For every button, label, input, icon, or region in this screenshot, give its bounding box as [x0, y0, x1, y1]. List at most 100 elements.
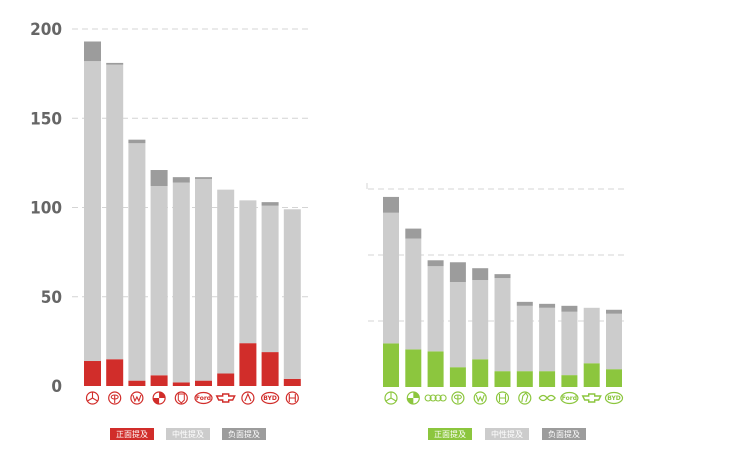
bar-neutral: [606, 313, 622, 370]
bar-positive: [84, 361, 101, 386]
bar-negative: [106, 62, 124, 65]
bmw-logo-quarter: [159, 392, 166, 398]
bmw-logo: [406, 391, 420, 405]
byd-logo-text: BYD: [607, 395, 621, 402]
bar-negative: [494, 274, 511, 279]
honda-logo-outline: [495, 391, 510, 405]
ford-logo: Ford: [560, 391, 579, 405]
bar-neutral: [150, 186, 168, 376]
bar-negative: [539, 303, 556, 308]
bar-negative: [449, 262, 466, 283]
geely-logo-outline: [241, 391, 255, 405]
right-chart: Ford BYD 正面提及 中性提及 负面提及: [366, 183, 626, 440]
y-tick-label: 100: [30, 199, 62, 219]
bar-positive: [539, 371, 556, 387]
bar-positive: [172, 382, 190, 386]
y-tick-label: 50: [41, 288, 62, 308]
legend-swatch: [542, 428, 586, 440]
legend-label: 正面提及: [116, 429, 148, 439]
bar-negative: [128, 139, 146, 144]
honda-logo-outline: [285, 391, 299, 405]
bar-negative: [606, 309, 622, 314]
mercedes-benz-logo: [85, 391, 100, 405]
bmw-logo-quarter: [407, 398, 414, 404]
mercedes-benz-logo: [384, 391, 398, 405]
chery-logo-mark: [538, 394, 556, 402]
left-chart: 0 50 100 150 200 Ford BYD 正面提及 中性提及 负面提及: [30, 20, 312, 440]
legend-swatch: [485, 428, 529, 440]
audi-logo-ring: [434, 394, 442, 402]
bar-positive: [427, 351, 444, 387]
bar-positive: [195, 380, 212, 386]
bar-positive: [606, 369, 622, 387]
volkswagen-logo-mark: [132, 394, 142, 403]
volkswagen-logo: [473, 391, 487, 405]
bar-positive: [106, 359, 124, 386]
volkswagen-logo-mark: [475, 394, 485, 403]
chevrolet-logo: [215, 393, 236, 403]
audi-logo-ring: [429, 394, 437, 402]
bar-positive: [583, 363, 600, 387]
bar-positive: [283, 378, 301, 386]
legend-label: 正面提及: [434, 429, 466, 439]
bar-positive: [128, 380, 146, 386]
toyota-logo: [451, 391, 465, 405]
bar-neutral: [128, 143, 146, 381]
chevrolet-logo: [581, 393, 602, 403]
bar-positive: [261, 352, 279, 386]
honda-logo: [285, 391, 299, 405]
bar-negative: [150, 170, 168, 187]
bar-neutral: [283, 209, 301, 379]
ford-logo-outline: [560, 391, 579, 405]
bar-neutral: [217, 189, 235, 374]
peugeot-logo-outline: [518, 391, 532, 405]
bmw-logo: [152, 391, 166, 405]
bar-positive: [449, 367, 466, 387]
chery-logo: [538, 394, 556, 402]
byd-logo-outline: [261, 391, 280, 405]
bar-negative: [84, 41, 101, 62]
bar-positive: [239, 343, 257, 386]
honda-logo-mark: [288, 394, 296, 402]
bar-positive: [217, 373, 235, 386]
honda-logo: [495, 391, 510, 405]
bar-neutral: [583, 307, 600, 364]
bar-negative: [195, 177, 212, 179]
volkswagen-logo: [130, 391, 144, 405]
bar-negative: [561, 305, 578, 312]
bar-negative: [383, 196, 399, 213]
audi-logo-ring: [424, 394, 432, 402]
bar-positive: [561, 375, 578, 387]
legend-label: 负面提及: [548, 429, 580, 439]
audi-logo-ring: [439, 394, 447, 402]
ford-logo-text: Ford: [562, 395, 577, 402]
legend-swatch: [222, 428, 266, 440]
ford-logo-outline: [194, 391, 213, 405]
volkswagen-logo-outline: [473, 391, 487, 405]
peugeot-logo: [518, 391, 532, 405]
bar-neutral: [261, 205, 279, 353]
bar-neutral: [84, 61, 101, 362]
mercedes-benz-logo-mark: [385, 392, 397, 402]
bmw-logo-quarter: [153, 398, 160, 404]
toyota-logo-outline: [451, 391, 465, 405]
bar-neutral: [494, 278, 511, 372]
audi-logo: [424, 394, 447, 402]
bar-negative: [427, 260, 444, 267]
legend-label: 中性提及: [172, 429, 204, 439]
byd-logo-text: BYD: [263, 395, 277, 402]
bar-neutral: [172, 182, 190, 383]
byd-logo-outline: [604, 391, 624, 405]
legend-swatch: [428, 428, 472, 440]
legend-label: 负面提及: [228, 429, 260, 439]
volkswagen-logo-outline: [130, 391, 144, 405]
bar-neutral: [383, 212, 399, 344]
bar-positive: [472, 359, 489, 387]
bar-neutral: [516, 305, 533, 372]
chevrolet-logo-mark: [581, 393, 602, 403]
bar-negative: [516, 301, 533, 306]
y-tick-label: 0: [51, 377, 62, 397]
byd-logo: BYD: [604, 391, 624, 405]
bar-neutral: [539, 307, 556, 372]
